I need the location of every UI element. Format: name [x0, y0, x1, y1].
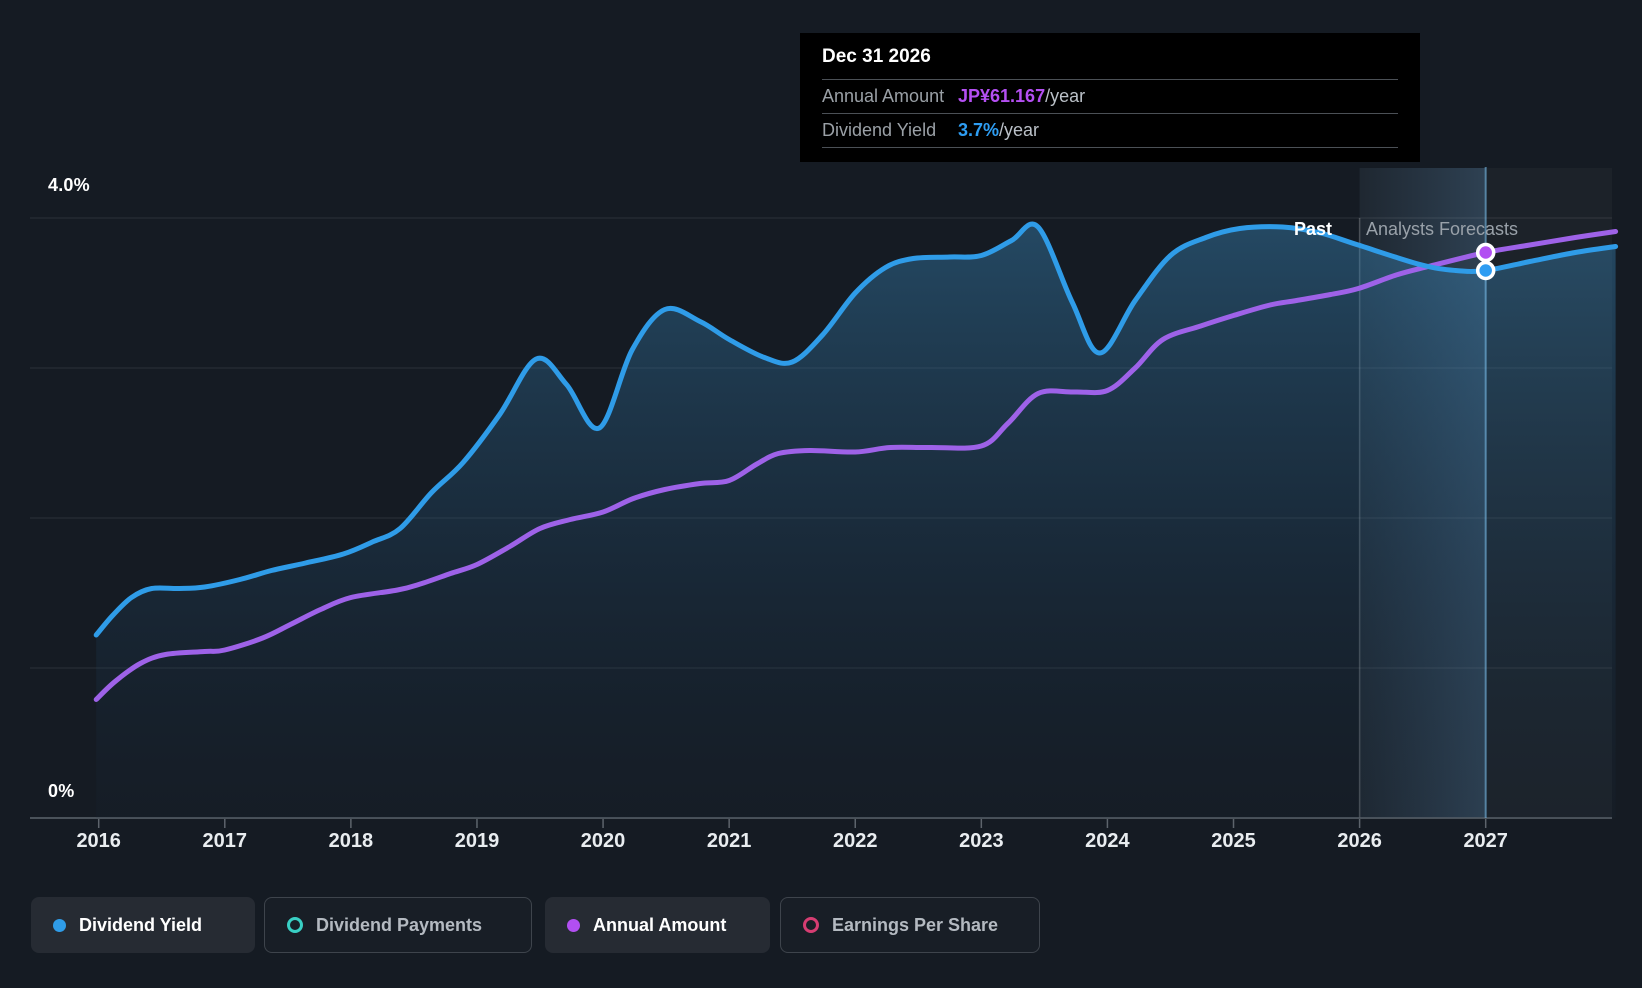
dividend-chart-page: { "y_axis": { "top_label": "4.0%", "bott… — [0, 0, 1642, 988]
x-axis-label-2024: 2024 — [1062, 830, 1152, 853]
legend-label: Dividend Payments — [316, 915, 482, 936]
hover-marker-dividend-yield — [1478, 263, 1494, 279]
tooltip-value-annual-amount: JP¥61.167 — [958, 86, 1045, 107]
x-axis-label-2027: 2027 — [1441, 830, 1531, 853]
legend-pill-dividend-payments[interactable]: Dividend Payments — [264, 897, 532, 953]
tooltip-row-annual-amount: Annual Amount JP¥61.167 /year — [800, 80, 1420, 113]
y-axis-label-bottom: 0% — [48, 781, 74, 802]
dividend-yield-swatch-icon — [53, 919, 66, 932]
past-label: Past — [1230, 219, 1332, 240]
tooltip-row-dividend-yield: Dividend Yield 3.7% /year — [800, 114, 1420, 147]
x-axis-label-2022: 2022 — [810, 830, 900, 853]
x-axis-label-2021: 2021 — [684, 830, 774, 853]
x-axis-label-2026: 2026 — [1315, 830, 1405, 853]
dividend-yield-area — [96, 224, 1615, 818]
hover-marker-annual-amount — [1478, 245, 1494, 261]
tooltip-suffix: /year — [999, 120, 1039, 141]
legend-pill-earnings-per-share[interactable]: Earnings Per Share — [780, 897, 1040, 953]
tooltip-value-dividend-yield: 3.7% — [958, 120, 999, 141]
legend-pill-dividend-yield[interactable]: Dividend Yield — [31, 897, 255, 953]
x-axis-label-2023: 2023 — [936, 830, 1026, 853]
x-axis-label-2018: 2018 — [306, 830, 396, 853]
dividend-payments-swatch-icon — [287, 917, 303, 933]
legend-label: Earnings Per Share — [832, 915, 998, 936]
tooltip-date: Dec 31 2026 — [800, 33, 1420, 79]
earnings-per-share-swatch-icon — [803, 917, 819, 933]
x-axis-label-2019: 2019 — [432, 830, 522, 853]
legend-label: Annual Amount — [593, 915, 726, 936]
tooltip-suffix: /year — [1045, 86, 1085, 107]
annual-amount-swatch-icon — [567, 919, 580, 932]
legend-label: Dividend Yield — [79, 915, 202, 936]
x-axis-label-2025: 2025 — [1189, 830, 1279, 853]
x-axis-label-2020: 2020 — [558, 830, 648, 853]
tooltip-label: Annual Amount — [822, 86, 958, 107]
y-axis-label-top: 4.0% — [48, 175, 90, 196]
legend-pill-annual-amount[interactable]: Annual Amount — [545, 897, 770, 953]
tooltip-label: Dividend Yield — [822, 120, 958, 141]
x-axis-label-2017: 2017 — [180, 830, 270, 853]
hover-tooltip: Dec 31 2026 Annual Amount JP¥61.167 /yea… — [800, 33, 1420, 162]
analysts-forecasts-label: Analysts Forecasts — [1366, 219, 1518, 240]
x-axis-label-2016: 2016 — [54, 830, 144, 853]
